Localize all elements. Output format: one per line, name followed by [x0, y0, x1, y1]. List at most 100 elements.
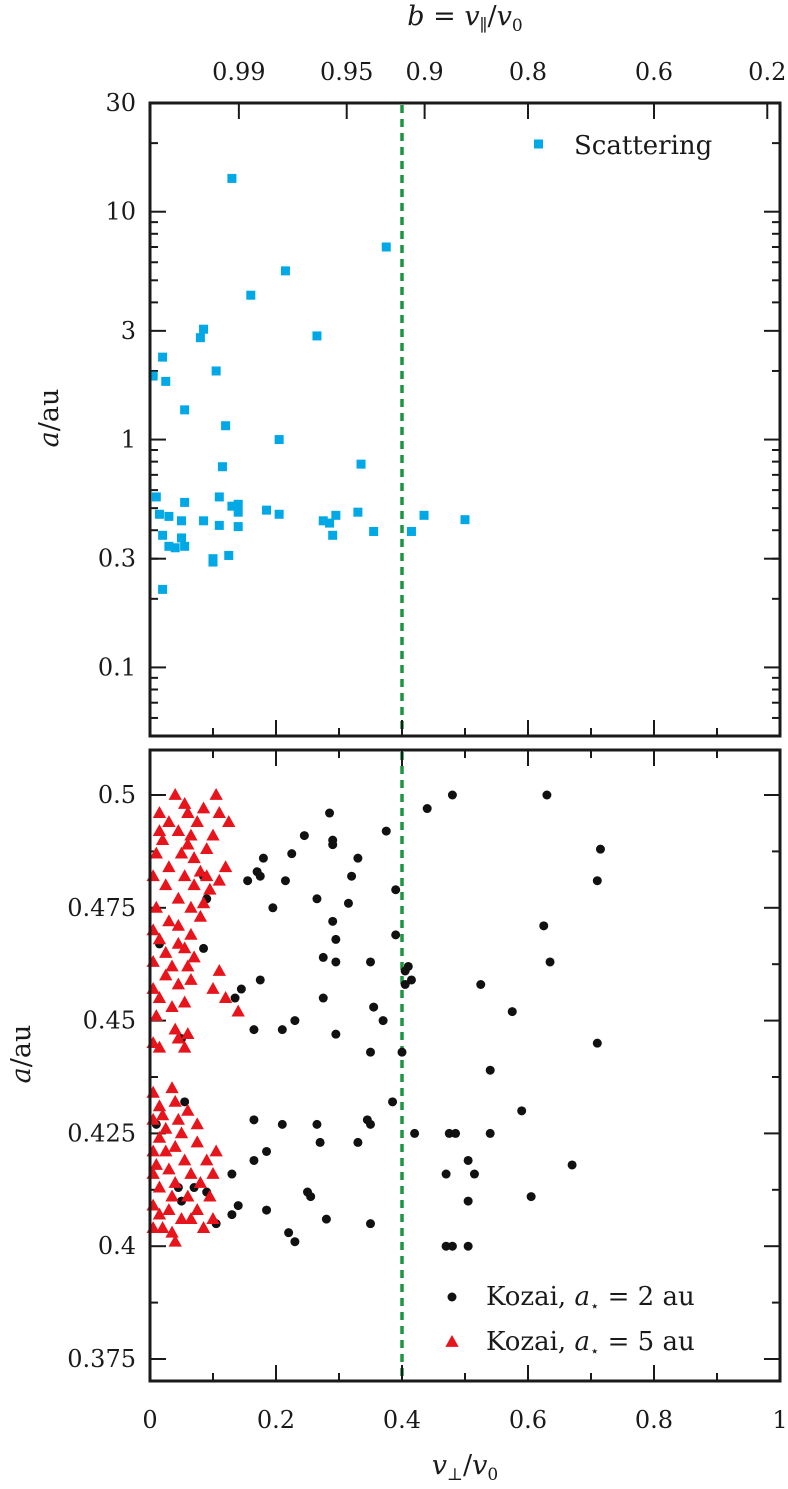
scattering-point	[170, 543, 180, 553]
scattering-point	[227, 173, 237, 183]
scattering-point	[177, 516, 186, 526]
kozai-5au-point	[152, 806, 167, 818]
kozai-2au-point	[517, 1106, 527, 1116]
scattering-point	[460, 515, 470, 525]
kozai-2au-point	[476, 980, 486, 990]
kozai-2au-point	[391, 930, 401, 940]
legend-kozai-5au-label: Kozai, a⋆ = 5 au	[486, 1327, 695, 1360]
kozai-2au-point	[268, 903, 278, 913]
kozai-5au-point	[187, 878, 201, 891]
y-tick-label: 0.3	[98, 545, 136, 573]
scattering-point	[164, 541, 174, 551]
kozai-5au-point	[152, 1180, 167, 1193]
scattering-point	[318, 516, 328, 526]
kozai-5au-point	[184, 900, 198, 913]
legend-scattering-marker	[534, 139, 543, 149]
kozai-5au-point	[149, 900, 163, 913]
kozai-2au-point	[378, 1016, 388, 1026]
kozai-5au-point	[171, 977, 185, 990]
kozai-2au-point	[353, 1137, 363, 1147]
scattering-point	[148, 371, 158, 381]
kozai-2au-point	[321, 1214, 331, 1224]
kozai-5au-point	[168, 1094, 182, 1107]
kozai-5au-point	[178, 797, 192, 809]
kozai-2au-point	[441, 1241, 451, 1251]
scattering-point	[233, 507, 243, 517]
kozai-5au-point	[171, 824, 185, 836]
kozai-5au-point	[162, 815, 176, 827]
bottom-panel-kozai: 0.375 0.4 0.425 0.45 0.475 0.5 0 0.2 0.4 0.6 0.8 1 K…	[67, 748, 788, 1434]
kozai-2au-point	[290, 1016, 300, 1026]
kozai-5au-point	[206, 828, 220, 841]
scattering-point	[246, 290, 256, 300]
kozai-5au-point	[196, 896, 211, 909]
kozai-5au-point	[168, 788, 182, 800]
scattering-point	[158, 584, 168, 594]
kozai-2au-point	[343, 898, 353, 908]
y-tick-label: 0.375	[67, 1345, 136, 1373]
kozai-5au-point	[152, 1040, 167, 1053]
kozai-5au-point	[146, 1085, 160, 1098]
kozai-2au-point	[328, 840, 338, 850]
kozai-5au-point	[184, 1167, 198, 1179]
kozai-2au-point	[539, 921, 549, 931]
kozai-5au-point	[165, 959, 179, 972]
kozai-5au-point	[190, 1203, 204, 1216]
kozai-2au-point	[369, 1002, 379, 1012]
kozai-5au-point	[181, 959, 195, 972]
scattering-point	[180, 541, 190, 551]
top-axis-title: b = v∥/v0	[407, 1, 522, 36]
top-y-axis-title: a/au	[34, 389, 65, 448]
kozai-5au-point	[149, 1009, 163, 1021]
kozai-2au-point	[447, 1241, 457, 1251]
scattering-point	[233, 522, 243, 532]
kozai-5au-point	[171, 918, 185, 931]
x-axis-title: v⊥/v0	[432, 1450, 498, 1485]
kozai-5au-point	[193, 909, 208, 922]
kozai-2au-point	[230, 993, 240, 1003]
kozai-2au-point	[258, 853, 268, 863]
scattering-point	[214, 520, 224, 530]
kozai-2au-point	[236, 984, 246, 994]
kozai-5au-point	[181, 1189, 195, 1202]
kozai-2au-point	[469, 1169, 479, 1179]
kozai-5au-point	[203, 882, 217, 895]
kozai-5au-point	[181, 806, 195, 818]
kozai-2au-point	[325, 808, 335, 818]
kozai-5au-point	[174, 1212, 189, 1225]
kozai-2au-point	[410, 1128, 420, 1138]
scattering-point	[369, 526, 379, 536]
kozai-2au-point	[331, 957, 341, 967]
kozai-2au-point	[388, 1097, 398, 1107]
kozai-2au-point	[315, 1137, 325, 1147]
kozai-5au-point	[146, 1198, 160, 1211]
kozai-5au-point	[181, 1027, 195, 1040]
top-axis-tick-label: 0.8	[509, 58, 547, 86]
kozai-5au-point	[203, 1189, 217, 1202]
y-tick-label: 10	[105, 198, 136, 226]
kozai-5au-point	[162, 860, 176, 873]
scattering-point	[353, 507, 363, 517]
kozai-2au-point	[397, 1047, 407, 1057]
kozai-2au-point	[299, 831, 309, 841]
x-tick-label: 0.2	[257, 1406, 295, 1434]
y-tick-label: 3	[121, 317, 136, 345]
top-axis-tick-label: 0.6	[635, 58, 673, 86]
kozai-2au-point	[485, 1065, 495, 1075]
kozai-2au-point	[592, 1038, 602, 1048]
kozai-5au-point	[212, 873, 226, 886]
top-axis-tick-label: 0.9	[406, 58, 444, 86]
kozai-2au-point	[366, 1047, 375, 1057]
scattering-point	[381, 242, 391, 252]
kozai-5au-point	[159, 968, 173, 981]
scattering-point	[331, 510, 341, 520]
kozai-5au-point	[209, 788, 223, 800]
scattering-point	[177, 533, 186, 543]
kozai-5au-point	[152, 1099, 167, 1112]
y-tick-label: 0.45	[83, 1007, 136, 1035]
x-tick-label: 0.4	[383, 1406, 421, 1434]
kozai-2au-point	[463, 1196, 473, 1206]
top-axis-tick-label: 0.2	[748, 58, 786, 86]
kozai-2au-point	[595, 844, 605, 854]
